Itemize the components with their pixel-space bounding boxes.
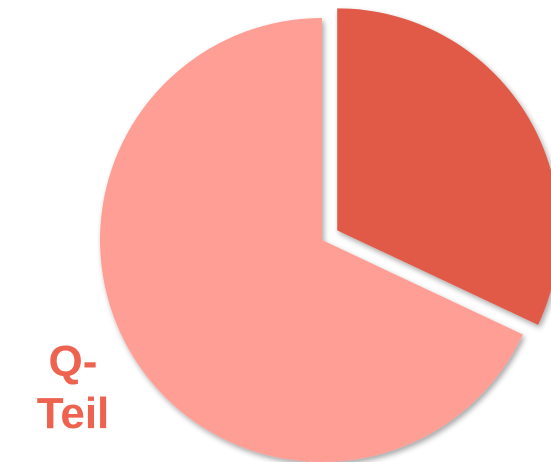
slice-label-line-2: Teil xyxy=(36,389,110,438)
pie-slices xyxy=(100,8,551,462)
slice-label-q-teil: Q- Teil xyxy=(18,336,128,440)
pie-slice-2 xyxy=(100,17,523,462)
pie-slice-1 xyxy=(337,8,551,325)
slice-label-line-1: Q- xyxy=(48,337,98,386)
